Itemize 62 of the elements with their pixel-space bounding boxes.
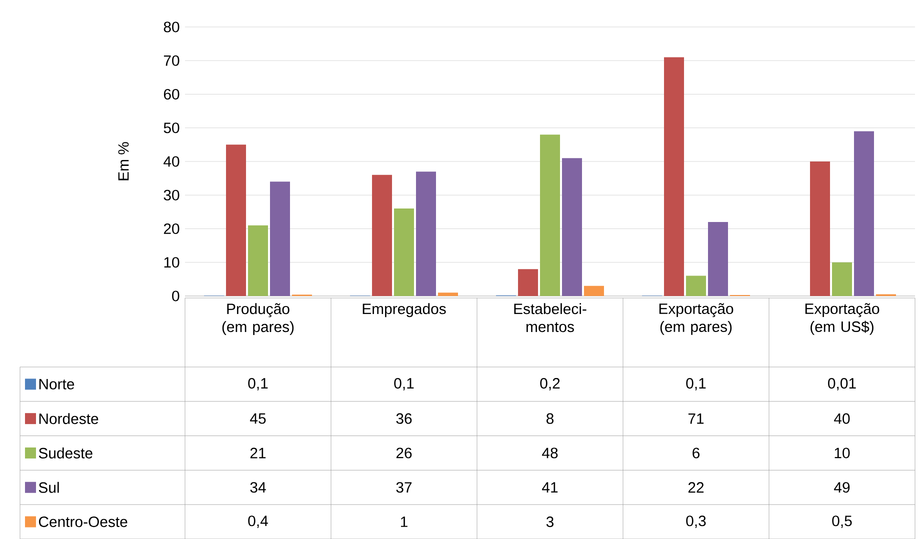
y-tick-label: 60 bbox=[164, 88, 180, 100]
legend-label: Centro-Oeste bbox=[38, 516, 128, 528]
bar bbox=[518, 269, 538, 296]
bar bbox=[416, 172, 436, 296]
bar bbox=[562, 158, 582, 296]
data-label: 49 bbox=[834, 482, 850, 493]
y-tick-label: 50 bbox=[164, 122, 180, 134]
bar bbox=[686, 276, 706, 296]
data-label: 22 bbox=[688, 482, 704, 493]
legend-label: Norte bbox=[39, 378, 74, 390]
data-label: 0,1 bbox=[248, 378, 268, 390]
data-label: 0,4 bbox=[248, 516, 268, 528]
data-label: 26 bbox=[396, 448, 412, 458]
data-label: 40 bbox=[834, 413, 850, 424]
data-label: 21 bbox=[250, 448, 266, 458]
y-axis-title: Em % bbox=[118, 142, 129, 180]
data-label: 34 bbox=[250, 482, 266, 493]
bar bbox=[226, 144, 246, 296]
data-label: 71 bbox=[688, 413, 704, 424]
data-label: 45 bbox=[250, 413, 266, 424]
data-label: 37 bbox=[396, 482, 412, 493]
y-tick-label: 0 bbox=[172, 290, 180, 302]
data-label: 36 bbox=[396, 413, 412, 424]
bar bbox=[270, 182, 290, 296]
data-label: 8 bbox=[546, 413, 554, 424]
data-label: 0,5 bbox=[832, 516, 852, 528]
x-tick-label: Empregados bbox=[362, 303, 446, 318]
y-tick-label: 30 bbox=[164, 190, 180, 200]
x-tick-label: Estabeleci- mentos bbox=[514, 303, 586, 332]
y-tick-label: 40 bbox=[164, 156, 180, 167]
legend-label: Sudeste bbox=[38, 448, 92, 458]
y-tick-label: 80 bbox=[164, 22, 180, 32]
bar bbox=[584, 286, 604, 296]
y-tick-label: 20 bbox=[164, 223, 180, 234]
data-label: 0,2 bbox=[540, 378, 560, 390]
bar bbox=[248, 225, 268, 296]
bar bbox=[708, 222, 728, 296]
data-label: 3 bbox=[546, 516, 554, 528]
data-label: 0,01 bbox=[828, 378, 856, 390]
data-label: 48 bbox=[542, 448, 558, 458]
x-tick-label: Exportação (em pares) bbox=[659, 303, 734, 335]
bar bbox=[810, 161, 830, 296]
bar bbox=[394, 208, 414, 296]
data-label: 0,1 bbox=[394, 378, 414, 390]
data-label: 0,3 bbox=[686, 516, 706, 528]
legend-label: Sul bbox=[38, 482, 59, 493]
data-label: 10 bbox=[834, 448, 850, 458]
x-tick-label: Produção (em pares) bbox=[222, 303, 294, 336]
bar bbox=[832, 262, 852, 296]
bar bbox=[664, 57, 684, 296]
data-label: 41 bbox=[542, 482, 558, 493]
y-tick-label: 10 bbox=[164, 257, 180, 268]
bar bbox=[372, 174, 392, 296]
data-label: 6 bbox=[692, 448, 700, 458]
data-label: 1 bbox=[400, 516, 408, 527]
data-label: 0,1 bbox=[686, 378, 706, 390]
bar bbox=[854, 131, 874, 296]
bar bbox=[438, 292, 458, 296]
legend-label: Nordeste bbox=[39, 413, 98, 424]
x-tick-label: Exportação (em US$) bbox=[805, 303, 880, 335]
y-tick-label: 70 bbox=[164, 55, 180, 66]
bar bbox=[540, 134, 560, 296]
